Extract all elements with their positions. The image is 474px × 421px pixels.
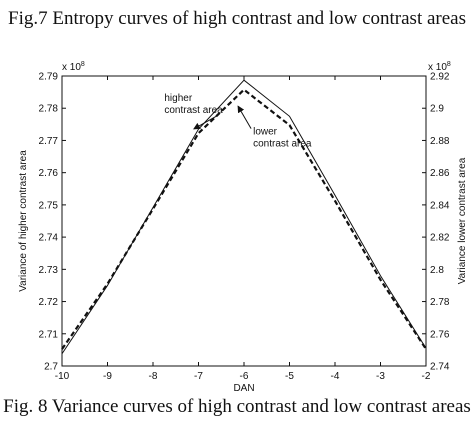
- x-tick-label: -3: [376, 371, 385, 382]
- right-y-tick-label: 2.9: [430, 104, 444, 115]
- right-y-tick-label: 2.78: [430, 297, 450, 308]
- x-tick-label: -8: [149, 371, 158, 382]
- right-y-tick-label: 2.86: [430, 168, 450, 179]
- left-y-tick-label: 2.79: [39, 72, 59, 83]
- left-y-tick-label: 2.78: [39, 104, 59, 115]
- x-tick-label: -4: [331, 371, 340, 382]
- lower-contrast-arrow: [237, 105, 252, 129]
- left-y-tick-label: 2.7: [44, 362, 58, 373]
- right-y-tick-label: 2.84: [430, 200, 450, 211]
- left-axis-multiplier: x 108: [62, 61, 85, 73]
- x-tick-label: -9: [103, 371, 112, 382]
- left-y-tick-label: 2.73: [39, 265, 59, 276]
- x-tick-label: -2: [422, 371, 431, 382]
- right-axis-multiplier: x 108: [428, 61, 451, 73]
- lower-contrast-annotation: lower contrast area: [253, 127, 312, 150]
- right-y-tick-label: 2.92: [430, 72, 450, 83]
- right-y-tick-label: 2.88: [430, 136, 450, 147]
- x-tick-label: -5: [285, 371, 294, 382]
- series-layer: [61, 79, 427, 355]
- x-tick-label: -7: [194, 371, 203, 382]
- x-axis-label: DAN: [233, 383, 254, 394]
- plot-frame: [61, 75, 427, 367]
- left-y-tick-label: 2.75: [39, 200, 59, 211]
- figure-8-caption: Fig. 8 Variance curves of high contrast …: [3, 396, 471, 417]
- figure-7-caption: Fig.7 Entropy curves of high contrast an…: [8, 8, 466, 29]
- left-y-axis-label: Variance of higher contrast area: [18, 150, 29, 292]
- higher-contrast-annotation: higher contrast area: [164, 93, 223, 116]
- right-y-tick-label: 2.8: [430, 265, 444, 276]
- x-tick-label: -6: [240, 371, 249, 382]
- left-y-tick-label: 2.74: [39, 233, 59, 244]
- annotations-layer: higher contrast area lower contrast area: [164, 93, 312, 150]
- x-tick-label: -10: [55, 371, 70, 382]
- left-y-tick-label: 2.76: [39, 168, 59, 179]
- higher-contrast-series-line: [61, 79, 427, 355]
- left-y-tick-label: 2.72: [39, 297, 59, 308]
- right-y-tick-label: 2.82: [430, 233, 450, 244]
- left-y-tick-label: 2.71: [39, 329, 59, 340]
- higher-contrast-arrow: [193, 115, 217, 130]
- ticks-layer: -10 -9 -8 -7 -6 -5 -4 -3 -2 2.7 2.71 2.72 2.73 2.74 2.…: [39, 72, 450, 383]
- right-y-tick-label: 2.74: [430, 362, 450, 373]
- right-y-tick-label: 2.76: [430, 329, 450, 340]
- lower-contrast-series-line: [61, 88, 427, 350]
- right-y-axis-label: Variance lower contrast area: [457, 157, 468, 284]
- left-y-tick-label: 2.77: [39, 136, 59, 147]
